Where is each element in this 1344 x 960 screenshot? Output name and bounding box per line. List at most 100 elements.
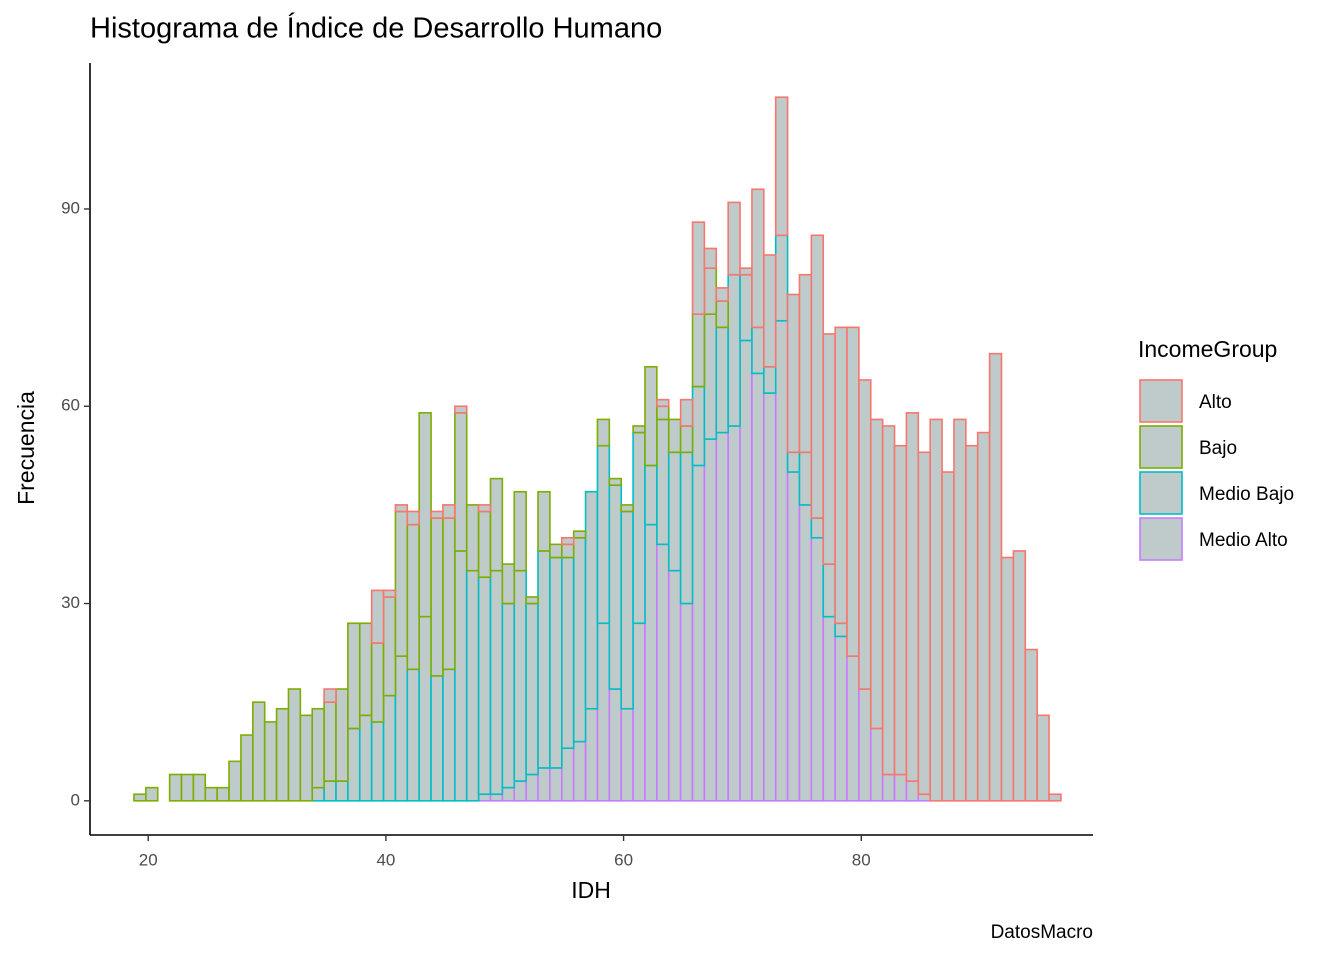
bar-segment [715,326,729,434]
bar-segment [596,622,611,802]
bar-segment [751,326,765,375]
bar-segment [549,767,563,802]
bar-segment [917,793,931,802]
bar-segment [691,313,706,388]
bar-segment [465,504,480,572]
bar-segment [442,517,456,671]
bar-segment [358,622,373,717]
bar-segment [739,273,753,342]
bar-segment [786,293,801,454]
bar-segment [489,477,504,572]
bar-segment [145,786,159,802]
bar-segment [739,267,753,276]
bar-segment [786,471,801,802]
bar-segment [893,444,908,776]
bar-segment [751,188,765,329]
bar-segment [929,418,943,802]
bar-segment [858,688,872,802]
bar-segment [311,707,325,789]
bar-segment [252,701,266,802]
bar-segment [406,523,420,671]
legend-label: Medio Bajo [1199,484,1294,505]
bar-segment [905,412,920,782]
bar-segment [632,431,646,625]
bar-segment [584,490,599,710]
bar-segment [549,556,563,769]
bar-segment [584,707,599,802]
x-tick-label: 80 [852,850,871,869]
bar-segment [869,727,884,802]
bar-segment [822,563,836,618]
bar-segment [917,451,931,796]
bar-segment [394,655,409,802]
bar-segment [442,504,456,519]
bar-segment [786,451,801,473]
bar-segment [703,247,718,269]
bar-segment [846,655,860,802]
bar-segment [763,366,777,394]
bar-segment [525,596,539,605]
bar-segment [881,773,896,802]
bar-segment [489,793,504,802]
bar-segment [513,490,527,572]
bar-segment [560,556,575,749]
bar-segment [1048,793,1062,802]
bar-segment [703,313,718,440]
bar-segment [1012,550,1027,802]
bar-segment [525,773,539,802]
caption: DatosMacro [991,922,1093,943]
bar-segment [572,536,587,743]
chart-title: Histograma de Índice de Desarrollo Human… [90,12,662,45]
bar-segment [513,780,527,802]
bar-segment [501,786,516,802]
bar-segment [703,267,718,315]
bar-segment [560,747,575,802]
bar-segment [394,510,409,657]
bar-segment [299,714,314,802]
bar-segment [275,707,290,802]
x-tick-label: 20 [139,850,158,869]
bar-segment [620,504,634,513]
bar-segment [679,425,694,454]
bar-segment [477,793,492,802]
bar-segment [644,464,658,526]
bar-segment [644,366,658,467]
bar-segment [810,234,825,519]
bar-segment [370,642,385,723]
bar-segment [418,412,432,618]
bar-segment [465,569,480,802]
bar-segment [715,287,729,302]
bar-segment [715,300,729,329]
bar-segment [893,773,908,802]
bar-segment [656,543,670,802]
bar-segment [323,701,337,782]
y-tick-label: 90 [61,198,80,217]
bar-segment [430,510,444,519]
bar-segment [382,589,397,598]
y-tick-label: 0 [71,790,80,809]
bar-segment [727,425,741,802]
bar-segment [667,418,682,454]
bar-segment [763,392,777,802]
bar-segment [1036,714,1050,802]
bar-segment [430,675,444,802]
bar-segment [691,464,706,802]
x-tick-label: 40 [376,850,395,869]
bar-segment [679,398,694,427]
bar-segment [620,707,634,802]
bar-segment [204,786,218,802]
bar-segment [667,451,682,572]
y-tick-label: 30 [61,593,80,612]
bar-segment [774,319,789,802]
bar-segment [192,773,207,802]
bar-segment [228,760,242,802]
bar-segment [941,471,955,802]
bar-segment [727,201,741,276]
bar-segment [763,254,777,368]
bar-segment [656,418,670,546]
legend-title: IncomeGroup [1138,336,1277,362]
bar-segment [834,635,848,802]
bar-segment [347,727,361,802]
bar-segment [406,668,420,802]
